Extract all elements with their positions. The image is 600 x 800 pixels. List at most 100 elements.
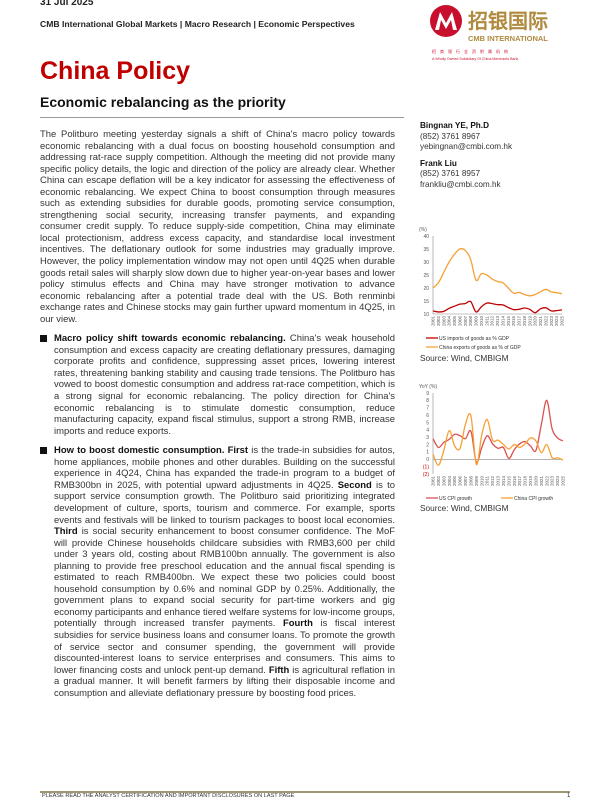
x-tick-label: 2001 (431, 316, 436, 327)
bullet-text: China's weak household consumption and e… (54, 333, 395, 437)
bullet-text: is fiscal interest subsidies for service… (54, 618, 395, 676)
y-axis-label: (%) (419, 227, 427, 233)
bullet-macro-policy-shift: Macro policy shift towards economic reba… (40, 333, 395, 437)
x-tick-label: 2010 (479, 316, 484, 327)
y-tick-label: (1) (423, 464, 429, 470)
report-body: The Politburo meeting yesterday signals … (40, 129, 395, 707)
bullet-text: is the trade-in subsidies for autos, hom… (54, 445, 396, 491)
x-tick-label: 2011 (485, 476, 490, 486)
series-line-1 (432, 248, 563, 297)
y-tick-label: 1 (426, 450, 429, 456)
x-tick-label: 2017 (517, 316, 522, 327)
intro-paragraph: The Politburo meeting yesterday signals … (40, 129, 395, 325)
x-tick-label: 2004 (447, 316, 452, 327)
x-tick-label: 2025 (560, 316, 565, 327)
analyst-phone: (852) 3761 8967 (420, 131, 481, 141)
x-tick-label: 2001 (431, 476, 436, 487)
title-divider (40, 117, 404, 118)
x-tick-label: 2022 (543, 316, 548, 327)
y-tick-label: 7 (426, 406, 429, 412)
x-tick-label: 2014 (500, 316, 505, 327)
y-tick-label: 25 (423, 273, 429, 279)
report-series: CMB International Global Markets | Macro… (40, 19, 355, 29)
bullet-boost-consumption: How to boost domestic consumption. First… (40, 445, 395, 699)
y-tick-label: 6 (426, 413, 429, 419)
y-tick-label: 15 (423, 299, 429, 305)
series-line-0 (432, 300, 563, 314)
y-tick-label: 9 (426, 391, 429, 397)
cmb-international-logo: 招银国际 CMB INTERNATIONAL 招商银行全资附属机构 A Whol… (428, 3, 588, 63)
bullet-square-icon (40, 335, 47, 343)
x-tick-label: 2023 (549, 316, 554, 327)
x-tick-label: 2007 (463, 316, 468, 327)
series-line-0 (432, 399, 564, 464)
y-tick-label: 0 (426, 457, 429, 463)
logo-english-tagline: A Wholly Owned Subsidiary Of China Merch… (432, 57, 518, 61)
x-tick-label: 2016 (511, 316, 516, 327)
legend-label: US imports of goods as % GDP (439, 336, 510, 342)
logo-mark-icon: 招银国际 CMB INTERNATIONAL 招商银行全资附属机构 A Whol… (430, 5, 548, 61)
bold-lead-text: Macro policy shift towards economic reba… (54, 333, 286, 345)
y-axis-label: YoY (%) (419, 384, 437, 390)
x-tick-label: 2022 (544, 476, 549, 487)
page-number: 1 (567, 793, 571, 799)
legend-label: China CPI growth (514, 496, 553, 502)
page-subtitle: Economic rebalancing as the priority (40, 94, 286, 110)
x-tick-label: 2009 (474, 476, 479, 487)
bullet-text: is to support service consumption growth… (54, 479, 395, 526)
x-tick-label: 2009 (474, 316, 479, 327)
analyst-email[interactable]: frankliu@cmbi.com.hk (420, 179, 501, 189)
analyst-phone: (852) 3761 8957 (420, 169, 481, 179)
x-tick-label: 2008 (468, 476, 473, 487)
chart2-source: Source: Wind, CMBIGM (420, 503, 509, 513)
bullet-square-icon (40, 447, 47, 455)
x-tick-label: 2007 (463, 476, 468, 487)
x-tick-label: 2008 (468, 316, 473, 327)
x-tick-label: 2015 (506, 316, 511, 327)
x-tick-label: 2024 (554, 316, 559, 327)
y-tick-label: 4 (426, 428, 429, 434)
bold-lead-text: Third (54, 526, 78, 538)
y-tick-label: 35 (423, 247, 429, 253)
bold-lead-text: Fourth (283, 618, 313, 630)
y-tick-label: 30 (423, 260, 429, 266)
analyst-contact: Bingnan YE, Ph.D (852) 3761 8967 yebingn… (420, 121, 512, 153)
analyst-name: Frank Liu (420, 158, 457, 168)
x-tick-label: 2012 (490, 316, 495, 327)
x-tick-label: 2024 (555, 476, 560, 487)
series-line-1 (432, 412, 564, 466)
y-tick-label: 40 (423, 234, 429, 240)
x-tick-label: 2013 (496, 476, 501, 487)
legend-label: US CPI growth (439, 496, 472, 502)
analyst-email[interactable]: yebingnan@cmbi.com.hk (420, 142, 513, 152)
x-tick-label: 2021 (538, 316, 543, 327)
bullet-text: is agricultural reflation in a gradual m… (54, 664, 395, 699)
bullet-text: is social security enhancement to boost … (54, 526, 395, 630)
footer-disclaimer: PLEASE READ THE ANALYST CERTIFICATION AN… (42, 793, 295, 799)
bold-lead-text: How to boost domestic consumption. First (54, 445, 249, 457)
x-tick-label: 2019 (527, 316, 532, 327)
x-tick-label: 2019 (528, 476, 533, 487)
x-tick-label: 2003 (441, 476, 446, 487)
x-tick-label: 2003 (441, 316, 446, 327)
x-tick-label: 2005 (452, 316, 457, 327)
x-tick-label: 2018 (522, 316, 527, 327)
logo-chinese-name: 招银国际 (468, 9, 548, 33)
x-tick-label: 2016 (512, 476, 517, 487)
logo-english-name: CMB INTERNATIONAL (468, 34, 548, 43)
x-tick-label: 2020 (533, 316, 538, 327)
y-tick-label: 20 (423, 286, 429, 292)
x-tick-label: 2006 (457, 316, 462, 327)
x-tick-label: 2004 (447, 476, 452, 487)
x-tick-label: 2002 (436, 476, 441, 487)
y-tick-label: 3 (426, 435, 429, 441)
x-tick-label: 2005 (452, 476, 457, 487)
x-tick-label: 2018 (523, 476, 528, 487)
footer-divider (40, 791, 570, 793)
bold-lead-text: Second (337, 479, 372, 491)
logo-chinese-tagline: 招商银行全资附属机构 (432, 48, 512, 54)
x-tick-label: 2012 (490, 476, 495, 487)
x-tick-label: 2006 (458, 476, 463, 487)
report-date: 31 Jul 2025 (40, 0, 94, 8)
